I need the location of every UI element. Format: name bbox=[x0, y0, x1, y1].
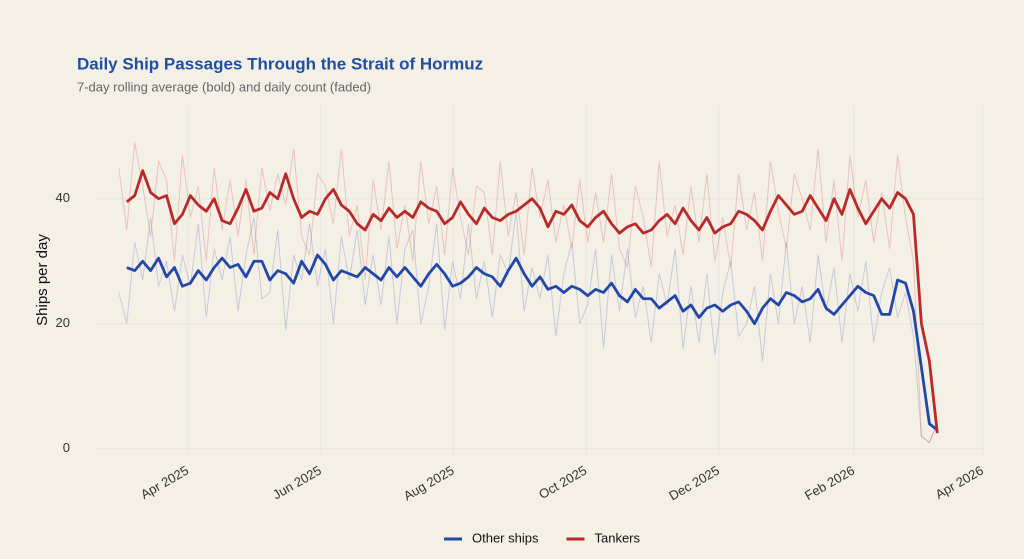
chart-title: Daily Ship Passages Through the Strait o… bbox=[77, 54, 483, 73]
legend: Other ships Tankers bbox=[444, 530, 641, 545]
daily-line bbox=[118, 211, 938, 444]
y-tick-label: 0 bbox=[63, 440, 70, 455]
daily-line bbox=[118, 142, 938, 444]
legend-label: Tankers bbox=[594, 530, 640, 545]
chart-subtitle: 7-day rolling average (bold) and daily c… bbox=[77, 79, 371, 94]
y-tick-label: 40 bbox=[56, 190, 70, 205]
plot bbox=[118, 142, 939, 444]
rolling-line bbox=[125, 169, 939, 434]
rolling-line bbox=[126, 253, 939, 432]
y-axis-label: Ships per day bbox=[34, 234, 51, 326]
legend-label: Other ships bbox=[472, 530, 539, 545]
y-tick-label: 20 bbox=[56, 315, 70, 330]
